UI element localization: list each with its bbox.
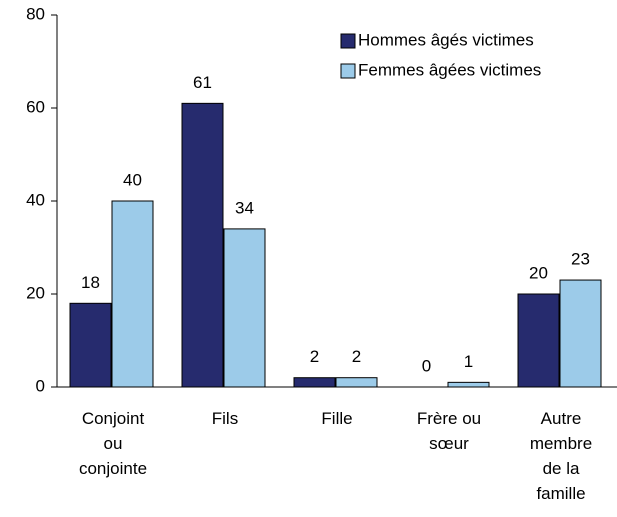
data-label: 0 <box>422 356 431 375</box>
legend-swatch <box>340 33 356 49</box>
bar <box>293 377 336 388</box>
data-label: 2 <box>352 347 361 366</box>
data-label: 23 <box>571 250 590 269</box>
y-tick-label: 40 <box>26 190 45 209</box>
x-tick-label: Conjoint ou conjointe <box>79 409 147 478</box>
data-label: 2 <box>310 347 319 366</box>
data-label: 34 <box>235 198 254 217</box>
x-tick-label: Autre membre de la famille <box>530 409 592 503</box>
bar <box>223 228 266 388</box>
y-tick-label: 60 <box>26 97 45 116</box>
bar <box>111 200 154 388</box>
bar <box>517 293 560 388</box>
data-label: 40 <box>123 170 142 189</box>
bar <box>335 377 378 388</box>
bar <box>559 279 602 388</box>
bar <box>447 381 490 388</box>
legend-swatch <box>340 63 356 79</box>
y-tick-label: 20 <box>26 283 45 302</box>
data-label: 61 <box>193 73 212 92</box>
bar <box>69 302 112 388</box>
data-label: 20 <box>529 263 548 282</box>
legend-label: Hommes âgés victimes <box>358 30 534 49</box>
data-label: 18 <box>81 273 100 292</box>
y-tick-label: 0 <box>36 376 45 395</box>
x-tick-label: Fille <box>321 409 352 428</box>
y-tick-label: 80 <box>26 4 45 23</box>
data-label: 1 <box>464 352 473 371</box>
legend-label: Femmes âgées victimes <box>358 60 541 79</box>
x-tick-label: Frère ou sœur <box>417 409 481 453</box>
x-tick-label: Fils <box>212 409 238 428</box>
bar <box>181 102 224 388</box>
